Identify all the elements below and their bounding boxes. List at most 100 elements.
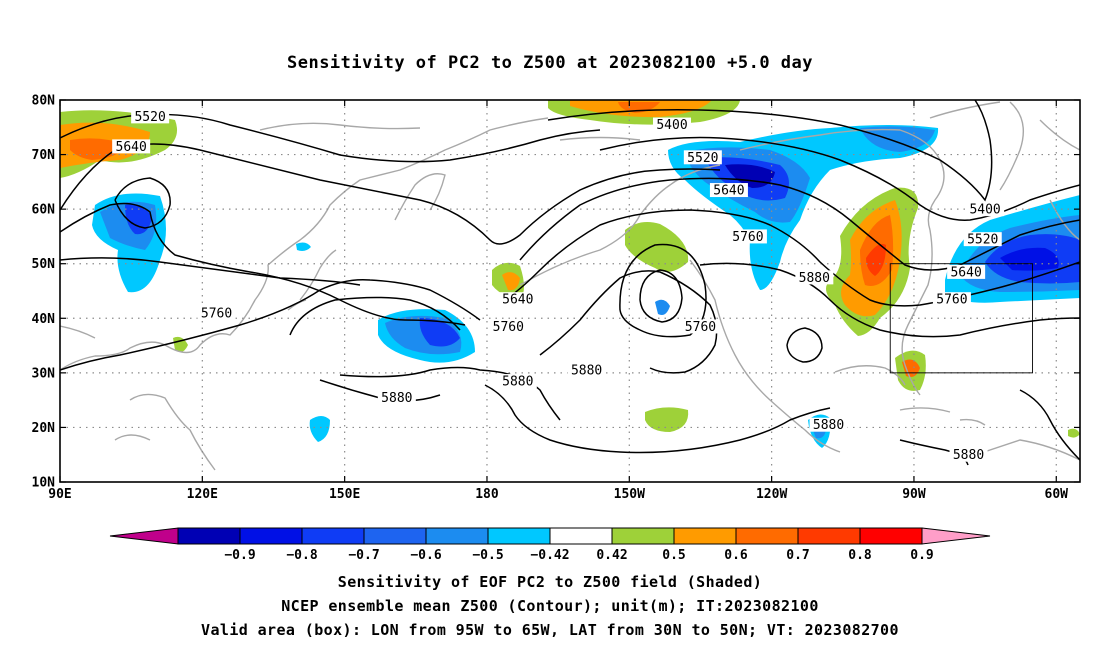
x-tick-label: 150W (614, 487, 645, 502)
colorbar-low-triangle (109, 527, 179, 545)
contour-label-bg (567, 363, 606, 378)
contour-high-east (786, 327, 823, 363)
shade-positive-region (1068, 428, 1080, 438)
contour-label: 5880 (571, 364, 602, 379)
colorbar-segment (673, 527, 737, 545)
contour-label-bg (377, 390, 416, 405)
contour-label: 5640 (950, 265, 981, 280)
coastline-alaska (519, 164, 721, 286)
contour-label: 5880 (799, 271, 830, 286)
contour-5880-pacific (289, 296, 461, 336)
colorbar-segment (425, 527, 489, 545)
y-tick-label: 40N (32, 312, 56, 327)
contour-label-bg (498, 292, 537, 307)
shade-negative-region (419, 318, 460, 347)
z500-contours (60, 100, 1080, 466)
shade-positive-region (502, 272, 520, 291)
contour-label: 5640 (116, 140, 147, 155)
contour-label-bg (498, 374, 537, 389)
shade-positive-region (645, 407, 689, 432)
colorbar: −0.9 −0.8 −0.7 −0.6 −0.5 −0.42 0.42 0.5 0.6 0.7 0.… (109, 527, 991, 563)
contour-label: 5400 (969, 203, 1000, 218)
shade-negative-region (860, 126, 935, 152)
coastline-gulf (834, 365, 906, 386)
coastline-caribbean (899, 407, 986, 426)
contour-label-bg (932, 292, 971, 307)
shade-negative-region (296, 242, 311, 251)
colorbar-label: 0.9 (910, 548, 933, 563)
contour-label: 5760 (201, 306, 232, 321)
contour-low-gulf-alaska (639, 269, 683, 323)
contour-label: 5400 (656, 118, 687, 133)
contour-labels: 5520 5640 5760 5880 5880 5640 5760 5400 5520 5640… (112, 109, 1005, 463)
contour-5760-west (60, 202, 466, 326)
shade-positive-region (866, 243, 886, 276)
coastline-canada (739, 128, 945, 231)
coastline-greenland (929, 101, 1024, 191)
colorbar-label: 0.7 (786, 548, 809, 563)
colorbar-segment (797, 527, 861, 545)
contour-label-bg (197, 305, 236, 320)
shade-negative-region (1000, 247, 1059, 271)
contour-5400 (547, 100, 993, 202)
contour-label: 5520 (687, 151, 718, 166)
x-tick-label: 60W (1045, 487, 1069, 502)
contour-label-bg (949, 447, 988, 462)
colorbar-segment (549, 527, 613, 545)
colorbar-label: 0.6 (724, 548, 748, 563)
map-axes: 90E 120E 150E 180 150W 120W 90W 60W 80N 70N 60N 50N… (32, 94, 1080, 502)
colorbar-segment (239, 527, 303, 545)
shade-positive-region (173, 336, 188, 353)
contour-label-bg (728, 229, 767, 244)
shade-positive-region (618, 102, 660, 113)
y-tick-label: 60N (32, 203, 56, 218)
colorbar-label: 0.42 (596, 548, 627, 563)
colorbar-segment (487, 527, 551, 545)
colorbar-segment (363, 527, 427, 545)
contour-label: 5760 (936, 293, 967, 308)
shade-negative-region (655, 299, 670, 315)
contour-5880-west (60, 257, 481, 371)
coastline-north-america-west (689, 259, 841, 453)
contour-label: 5520 (134, 110, 165, 125)
y-tick-label: 10N (32, 476, 56, 491)
contour-5640 (60, 143, 721, 245)
map-frame (59, 99, 1081, 483)
x-tick-label: 180 (475, 487, 499, 502)
shade-positive-region (625, 222, 689, 272)
contour-label-bg (112, 139, 151, 154)
contour-label: 5760 (493, 320, 524, 335)
contour-5760-center (619, 243, 707, 338)
colorbar-segment (301, 527, 365, 545)
caption-line-2: NCEP ensemble mean Z500 (Contour); unit(… (281, 597, 819, 615)
y-tick-label: 70N (32, 148, 56, 163)
contour-label-bg (131, 109, 170, 124)
colorbar-segment (735, 527, 799, 545)
y-tick-label: 50N (32, 257, 56, 272)
y-tick-label: 20N (32, 421, 56, 436)
contour-label: 5520 (967, 233, 998, 248)
y-tick-label: 80N (32, 94, 56, 109)
figure-title: Sensitivity of PC2 to Z500 at 2023082100… (287, 53, 813, 73)
colorbar-label: −0.7 (348, 548, 379, 563)
colorbar-label: 0.5 (662, 548, 685, 563)
contour-label-bg (963, 232, 1002, 247)
contour-label: 5880 (813, 418, 844, 433)
contour-label-bg (809, 417, 848, 432)
colorbar-high-triangle (921, 527, 991, 545)
contour-label: 5880 (502, 375, 533, 390)
contour-label-bg (653, 117, 691, 132)
coastline-kamchatka (394, 173, 446, 221)
map-panel: 5520 5640 5760 5880 5880 5640 5760 5400 5520 5640… (60, 100, 1080, 482)
shade-negative-region (125, 204, 152, 235)
x-tick-label: 120E (187, 487, 218, 502)
contour-label-bg (795, 270, 834, 285)
contour-label-bg (947, 264, 986, 279)
coastlines (60, 101, 1080, 471)
contour-label-bg (683, 150, 722, 165)
y-tick-label: 30N (32, 366, 56, 381)
colorbar-segment (859, 527, 923, 545)
valid-area-box (889, 263, 1034, 374)
x-tick-label: 120W (756, 487, 787, 502)
